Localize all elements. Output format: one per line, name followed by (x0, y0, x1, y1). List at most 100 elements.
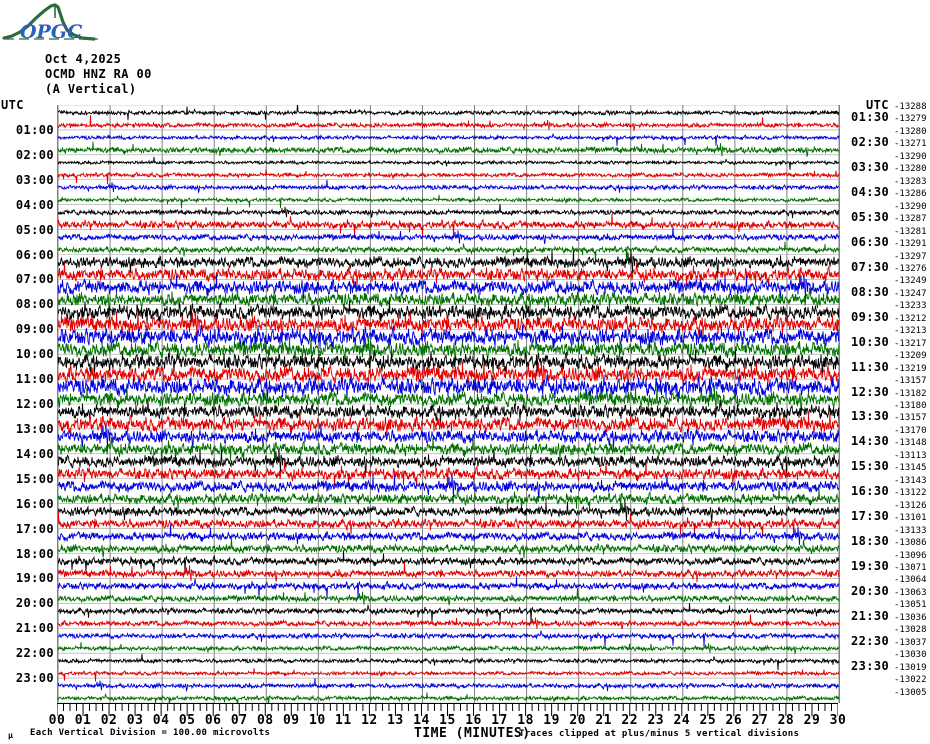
hour-label-right: 13:30 (851, 409, 890, 424)
row-offset-count: -13212 (894, 313, 927, 324)
row-offset-count: -13283 (894, 176, 927, 187)
row-offset-count: -13071 (894, 562, 927, 573)
hour-label-right: 09:30 (851, 309, 890, 324)
hour-label-right: 18:30 (851, 534, 890, 549)
row-offset-count: -13037 (894, 637, 927, 648)
seismic-trace (58, 412, 839, 437)
hour-label-left: 13:00 (15, 421, 54, 436)
minute-tick-label: 28 (777, 713, 795, 728)
row-offset-count: -13280 (894, 164, 927, 175)
hour-label-right: 04:30 (851, 185, 890, 200)
minute-tick-label: 10 (309, 713, 326, 728)
row-offset-count: -13063 (894, 587, 927, 598)
minute-tick-label: 19 (543, 713, 560, 728)
seismic-trace (58, 642, 839, 655)
minute-tick-label: 30 (829, 713, 847, 728)
seismic-trace (58, 141, 839, 157)
minute-tick-label: 15 (439, 713, 456, 728)
seismic-trace (58, 325, 839, 349)
hour-label-left: 01:00 (15, 122, 54, 137)
seismic-trace (58, 387, 839, 412)
hour-label-right: 11:30 (851, 359, 890, 374)
seismic-trace (58, 561, 839, 583)
row-offset-count: -13217 (894, 338, 927, 349)
seismic-trace (58, 588, 839, 606)
minute-tick-label: 04 (152, 713, 170, 728)
hour-label-left: 20:00 (15, 596, 54, 611)
seismic-trace (58, 692, 839, 703)
row-offset-count: -13271 (894, 139, 927, 150)
seismic-trace (58, 630, 839, 648)
seismic-trace (58, 179, 839, 194)
scale-note: Each Vertical Division = 100.00 microvol… (30, 728, 271, 738)
row-offset-count: -13182 (894, 388, 927, 399)
microvolt-symbol: μ (8, 731, 14, 740)
row-offset-count: -13290 (894, 151, 927, 162)
hour-label-left: 10:00 (15, 347, 54, 362)
hour-label-left: 16:00 (15, 496, 54, 511)
seismic-trace (58, 105, 839, 121)
row-offset-count: -13249 (894, 276, 927, 287)
seismic-trace (58, 462, 839, 486)
row-offset-count: -13036 (894, 612, 927, 623)
row-offset-count: -13028 (894, 625, 927, 636)
seismic-trace (58, 653, 839, 671)
row-offset-count: -13279 (894, 114, 927, 125)
hour-label-left: 21:00 (15, 621, 54, 636)
hour-label-right: 20:30 (851, 583, 890, 598)
hour-label-left: 05:00 (15, 222, 54, 237)
seismic-trace (58, 602, 839, 623)
seismic-trace (58, 437, 839, 461)
hour-label-left: 02:00 (15, 147, 54, 162)
row-offset-count: -13297 (894, 251, 927, 262)
row-offset-count: -13170 (894, 425, 927, 436)
row-offset-count: -13280 (894, 126, 927, 137)
seismic-trace (58, 500, 839, 522)
helicorder-plot[interactable] (57, 105, 840, 703)
hour-label-right: 23:30 (851, 658, 890, 673)
hour-label-right: 16:30 (851, 484, 890, 499)
minute-tick-label: 29 (803, 713, 821, 728)
hour-label-left: 04:00 (15, 197, 54, 212)
seismic-trace (58, 424, 839, 449)
minute-tick-label: 26 (725, 713, 743, 728)
minute-tick-label: 20 (569, 713, 586, 728)
seismic-trace (58, 250, 839, 275)
minute-tick-label: 00 (48, 713, 66, 728)
row-offset-count: -13291 (894, 239, 927, 250)
hour-label-right: 03:30 (851, 160, 890, 175)
row-offset-count: -13030 (894, 650, 927, 661)
minute-tick-label: 27 (751, 713, 769, 728)
seismic-trace (58, 576, 839, 599)
hour-label-left: 06:00 (15, 247, 54, 262)
hour-label-left: 09:00 (15, 322, 54, 337)
hour-label-left: 03:00 (15, 172, 54, 187)
row-offset-count: -13281 (894, 226, 927, 237)
minute-tick-label: 03 (126, 713, 144, 728)
hour-label-left: 18:00 (15, 546, 54, 561)
seismic-trace (58, 203, 839, 219)
row-offset-count: -13157 (894, 376, 927, 387)
seismic-trace (58, 511, 839, 536)
minute-axis-ticks (57, 703, 838, 716)
seismic-trace (58, 374, 839, 399)
seismic-trace (58, 536, 839, 559)
trace-layer (58, 105, 839, 703)
seismic-trace (58, 678, 839, 693)
minute-tick-label: 25 (699, 713, 717, 728)
minute-tick-label: 11 (335, 713, 352, 728)
utc-label-right: UTC (866, 98, 889, 112)
minute-tick-label: 01 (74, 713, 92, 728)
seismic-trace (58, 474, 839, 499)
minute-axis-labels: 00 01 02 03 04 05 06 07 08 09 10 11 12 13 14 15 16 17 18 19… (0, 713, 930, 731)
hour-label-right: 10:30 (851, 334, 890, 349)
row-offset-count: -13288 (894, 102, 927, 112)
row-offset-count: -13145 (894, 463, 927, 474)
seismic-trace (58, 399, 839, 424)
seismic-trace (58, 300, 839, 324)
seismic-trace (58, 312, 839, 337)
seismic-trace (58, 226, 839, 244)
seismic-trace (58, 449, 839, 474)
header-component: (A Vertical) (45, 82, 137, 96)
seismic-trace (58, 169, 839, 185)
